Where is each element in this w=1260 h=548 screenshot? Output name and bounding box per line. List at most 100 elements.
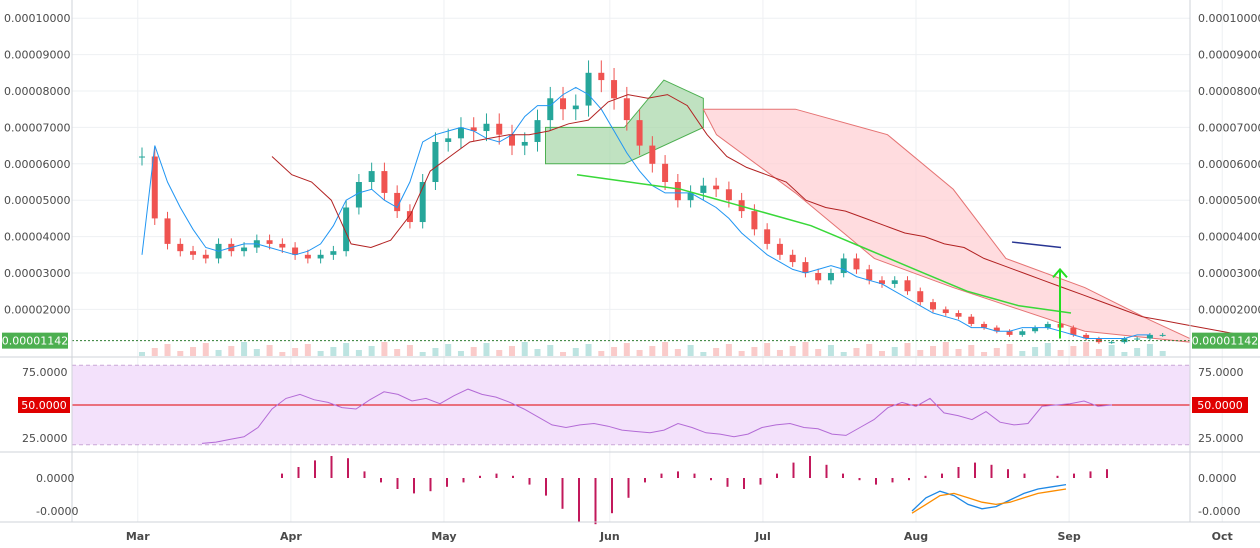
volume-bar (202, 343, 209, 356)
ma-fast-line (141, 86, 1150, 339)
candle-body (1108, 342, 1115, 344)
volume-bar (521, 342, 528, 356)
x-tick: Oct (1212, 530, 1233, 543)
x-tick: Mar (126, 530, 150, 543)
macd-pane[interactable] (281, 456, 1108, 525)
price-pane[interactable] (72, 60, 1242, 356)
candle-body (700, 185, 707, 193)
rsi-level-label-left: 50.0000 (21, 399, 67, 412)
candle-body (1006, 331, 1013, 335)
y-tick-left: 0.00004000 (4, 231, 70, 244)
y-tick-right: 0.00002000 (1198, 303, 1260, 316)
candle-body (419, 182, 426, 223)
volume-bar (279, 352, 286, 356)
candle-body (355, 182, 362, 208)
volume-bar (993, 348, 1000, 356)
volume-bar (662, 342, 669, 356)
volume-bar (508, 346, 515, 356)
candle-body (662, 163, 669, 183)
volume-bar (713, 348, 720, 356)
y-tick-left: 0.00008000 (4, 85, 70, 98)
volume-bar (981, 352, 988, 356)
last-price-badge-left (2, 332, 68, 349)
candle-body (1083, 334, 1090, 339)
rsi-level-label-right: 50.0000 (1197, 399, 1243, 412)
volume-bar (955, 349, 962, 356)
y-tick-left: 0.00006000 (4, 158, 70, 171)
cloud-bullish (545, 79, 704, 165)
candle-body (713, 185, 720, 190)
volume-bar (241, 342, 248, 356)
volume-bar (547, 345, 554, 356)
rsi-pane[interactable] (72, 364, 1190, 446)
candle-body (317, 254, 324, 259)
signal-line (911, 488, 1067, 514)
candle-body (1044, 323, 1051, 328)
y-tick-right: 0.00007000 (1198, 121, 1260, 134)
volume-bar (942, 342, 949, 356)
y-tick-left: 0.00003000 (4, 267, 70, 280)
x-tick: Sep (1057, 530, 1080, 543)
candle-body (598, 72, 605, 81)
macd-line (911, 483, 1067, 512)
volume-bar (394, 349, 401, 356)
y-tick-right: 0.00005000 (1198, 194, 1260, 207)
candle-body (917, 291, 924, 303)
candle-body (368, 171, 375, 183)
volume-bar (292, 348, 299, 356)
volume-bar (1057, 350, 1064, 356)
volume-bar (598, 351, 605, 356)
y-tick-left: 0.00002000 (4, 303, 70, 316)
x-tick: May (431, 530, 456, 543)
rsi-tick-left: 25.0000 (22, 432, 68, 445)
volume-bar (1146, 344, 1153, 356)
candle-body (1032, 327, 1039, 332)
candle-body (202, 254, 209, 259)
volume-bar (164, 344, 171, 356)
volume-bar (853, 348, 860, 356)
last-price-badge-right (1192, 332, 1258, 349)
y-tick-left: 0.00010000 (4, 12, 70, 25)
candle-body (406, 211, 413, 223)
candle-body (1159, 334, 1166, 336)
volume-bar (840, 352, 847, 356)
candle-body (164, 218, 171, 244)
candle-body (611, 80, 618, 99)
candle-body (955, 313, 962, 317)
candle-body (789, 254, 796, 263)
volume-bar (878, 351, 885, 356)
candle-body (572, 105, 579, 110)
volume-bar (930, 346, 937, 356)
volume-bar (1095, 349, 1102, 356)
candle-body (827, 273, 834, 281)
y-tick-left: 0.00007000 (4, 121, 70, 134)
candle-body (1070, 327, 1077, 335)
candle-body (139, 156, 145, 158)
ma-slow-line (271, 94, 1242, 336)
volume-bar (253, 349, 260, 356)
volume-bar (304, 344, 311, 356)
volume-bar (445, 344, 452, 356)
macd-tick-left: -0.0000 (36, 505, 78, 518)
volume-bar (1070, 346, 1077, 356)
candle-body (687, 192, 694, 201)
candle-body (942, 309, 949, 314)
volume-bar (457, 351, 464, 356)
x-tick: Jul (754, 530, 771, 543)
volume-bar (432, 348, 439, 356)
volume-bar (1121, 352, 1128, 356)
candle-body (930, 302, 937, 310)
y-tick-left: 0.00009000 (4, 49, 70, 62)
volume-bar (585, 344, 592, 356)
volume-bar (917, 350, 924, 356)
candle-body (904, 280, 911, 292)
candle-body (521, 141, 528, 146)
candle-body (394, 192, 401, 212)
candle-body (151, 156, 158, 219)
y-tick-right: 0.00010000 (1198, 12, 1260, 25)
candle-body (585, 72, 592, 106)
last-price-label-right: 0.00001142 (1192, 335, 1258, 348)
candle-body (981, 323, 988, 328)
